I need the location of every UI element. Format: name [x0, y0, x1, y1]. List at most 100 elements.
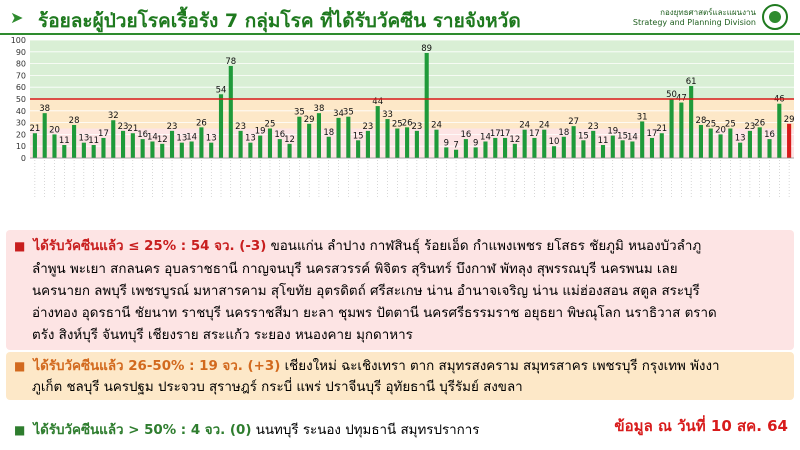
data-label: 12 [157, 135, 168, 145]
data-label: 23 [745, 122, 756, 132]
data-label: 50 [666, 90, 677, 100]
data-label: 78 [225, 57, 236, 67]
bar [277, 139, 282, 158]
bar [150, 141, 155, 158]
bar [444, 147, 449, 158]
data-label: 26 [402, 118, 413, 128]
bar [581, 140, 586, 158]
y-tick-label: 50 [16, 95, 26, 104]
bar [708, 128, 713, 158]
bar [698, 124, 704, 158]
data-label: 44 [372, 97, 383, 107]
y-tick-label: 10 [16, 142, 26, 151]
data-label: 23 [235, 122, 246, 132]
bar [434, 129, 439, 158]
bar [414, 130, 419, 158]
data-label: 23 [411, 122, 422, 132]
bar [101, 137, 106, 158]
data-label: 17 [529, 129, 540, 139]
bar [659, 133, 664, 158]
data-label: 27 [568, 117, 579, 127]
bar [610, 135, 615, 158]
bar [307, 123, 312, 158]
bar [493, 137, 498, 158]
band-2 [30, 40, 794, 99]
data-label: 14 [627, 132, 638, 142]
group-mid-provinces-2: ภูเก็ต ชลบุรี นครปฐม ประจวบ สุราษฎร์ กระ… [32, 380, 523, 395]
data-label: 26 [196, 118, 207, 128]
group-mid-heading: ได้รับวัคซีนแล้ว 26-50% : 19 จว. (+3) [33, 359, 281, 374]
bar [169, 130, 175, 158]
data-label: 34 [333, 109, 344, 119]
bar [718, 134, 723, 158]
data-label: 19 [607, 127, 618, 137]
bar [679, 102, 684, 158]
data-label: 13 [245, 134, 256, 144]
data-label: 29 [784, 115, 795, 125]
bar [405, 127, 410, 158]
logo-text-en: Strategy and Planning Division [632, 18, 756, 27]
data-label: 35 [294, 108, 305, 118]
bar [267, 128, 273, 158]
data-label: 14 [147, 132, 158, 142]
data-label: 16 [460, 130, 471, 140]
bar [757, 127, 762, 158]
bar [365, 130, 370, 158]
data-label: 10 [549, 137, 560, 147]
bar [316, 113, 322, 158]
logo: กองยุทธศาสตร์และแผนงาน Strategy and Plan… [612, 2, 792, 34]
band-1 [30, 99, 794, 129]
y-tick-label: 20 [16, 130, 26, 139]
bar [91, 145, 96, 158]
data-label: 13 [176, 134, 187, 144]
y-tick-label: 60 [16, 83, 26, 92]
bar [600, 145, 606, 158]
y-tick-label: 80 [16, 60, 26, 69]
data-label: 25 [392, 120, 403, 130]
bar [571, 126, 576, 158]
data-label: 89 [421, 44, 432, 54]
data-label: 7 [453, 141, 458, 151]
bar [522, 129, 527, 158]
data-label: 17 [500, 129, 511, 139]
page-title: ร้อยละผู้ป่วยโรคเรื้อรัง 7 กลุ่มโรค ที่ไ… [38, 10, 521, 32]
bar [728, 128, 733, 158]
data-label: 15 [353, 131, 364, 141]
y-tick-label: 40 [16, 107, 26, 116]
data-label: 9 [473, 138, 478, 148]
data-label: 20 [49, 125, 60, 135]
bar [326, 136, 331, 158]
bar [120, 130, 126, 158]
data-label: 29 [304, 115, 315, 125]
bar [62, 145, 67, 158]
group-low-provinces-1: ขอนแก่น ลำปาง กาฬสินธุ์ ร้อยเอ็ด กำแพงเพ… [270, 239, 702, 254]
header: ➤ ร้อยละผู้ป่วยโรคเรื้อรัง 7 กลุ่มโรค ที… [0, 0, 800, 40]
group-low-box: ■ ได้รับวัคซีนแล้ว ≤ 25% : 54 จว. (-3) ขอ… [6, 230, 794, 350]
bar [336, 117, 341, 158]
data-label: 28 [69, 116, 80, 126]
data-label: 18 [558, 128, 569, 138]
bar [591, 130, 596, 158]
data-label: 17 [98, 129, 109, 139]
bar [532, 137, 537, 158]
bar [218, 94, 224, 158]
data-label: 11 [88, 136, 99, 146]
group-mid-provinces-1: เชียงใหม่ ฉะเชิงเทรา ตาก สมุทรสงคราม สมุ… [284, 359, 720, 374]
data-label: 17 [490, 129, 501, 139]
data-label: 23 [167, 122, 178, 132]
group-mid-line1: ■ ได้รับวัคซีนแล้ว 26-50% : 19 จว. (+3) เ… [14, 356, 720, 377]
bar [248, 142, 253, 158]
bar [258, 135, 263, 158]
bar [483, 141, 488, 158]
bar [160, 143, 165, 158]
data-label: 25 [725, 120, 736, 130]
bar [238, 130, 243, 158]
group-mid-box: ■ ได้รับวัคซีนแล้ว 26-50% : 19 จว. (+3) เ… [6, 352, 794, 400]
bar [297, 116, 302, 158]
data-label: 14 [480, 132, 491, 142]
bar [689, 86, 694, 158]
data-label: 32 [108, 111, 119, 121]
bar [356, 140, 361, 158]
data-label: 21 [656, 124, 667, 134]
data-label: 21 [29, 124, 40, 134]
